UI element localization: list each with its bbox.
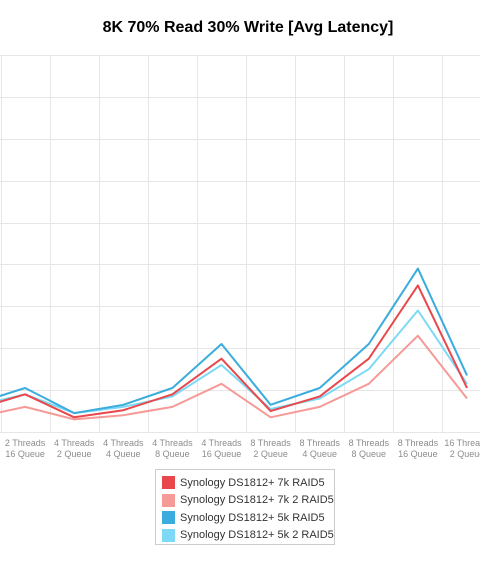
series-line xyxy=(0,284,468,419)
legend-item[interactable]: Synology DS1812+ 5k 2 RAID5 xyxy=(162,527,334,545)
chart-title: 8K 70% Read 30% Write [Avg Latency] xyxy=(102,19,394,36)
x-tick-label: 8 Threads 8 Queue xyxy=(349,438,390,459)
legend-label: Synology DS1812+ 7k 2 RAID5 xyxy=(180,494,334,507)
x-tick-label: 2 Threads 16 Queue xyxy=(5,438,46,459)
x-tick-label: 4 Threads 4 Queue xyxy=(103,438,144,459)
x-tick-label: 8 Threads 4 Queue xyxy=(300,438,341,459)
series-line xyxy=(0,334,468,421)
series-line xyxy=(0,309,468,415)
grid-lines xyxy=(0,55,480,433)
legend-item[interactable]: Synology DS1812+ 7k RAID5 xyxy=(162,474,334,492)
x-tick-label: 4 Threads 8 Queue xyxy=(152,438,193,459)
legend-item[interactable]: Synology DS1812+ 7k 2 RAID5 xyxy=(162,492,334,510)
legend-swatch xyxy=(162,493,175,507)
legend-label: Synology DS1812+ 5k 2 RAID5 xyxy=(180,529,334,542)
x-tick-label: 4 Threads 16 Queue xyxy=(201,438,242,459)
legend-item[interactable]: Synology DS1812+ 5k RAID5 xyxy=(162,509,334,527)
legend: Synology DS1812+ 7k RAID5 Synology DS1812… xyxy=(155,469,335,545)
legend-label: Synology DS1812+ 5k RAID5 xyxy=(180,511,325,524)
legend-label: Synology DS1812+ 7k RAID5 xyxy=(180,476,325,489)
x-tick-label: 4 Threads 2 Queue xyxy=(54,438,95,459)
legend-swatch xyxy=(162,476,175,490)
x-tick-label: 8 Threads 16 Queue xyxy=(398,438,439,459)
series-lines xyxy=(0,267,468,421)
legend-swatch xyxy=(162,528,175,542)
x-tick-label: 8 Threads 2 Queue xyxy=(250,438,291,459)
series-line xyxy=(0,267,468,415)
legend-swatch xyxy=(162,511,175,525)
